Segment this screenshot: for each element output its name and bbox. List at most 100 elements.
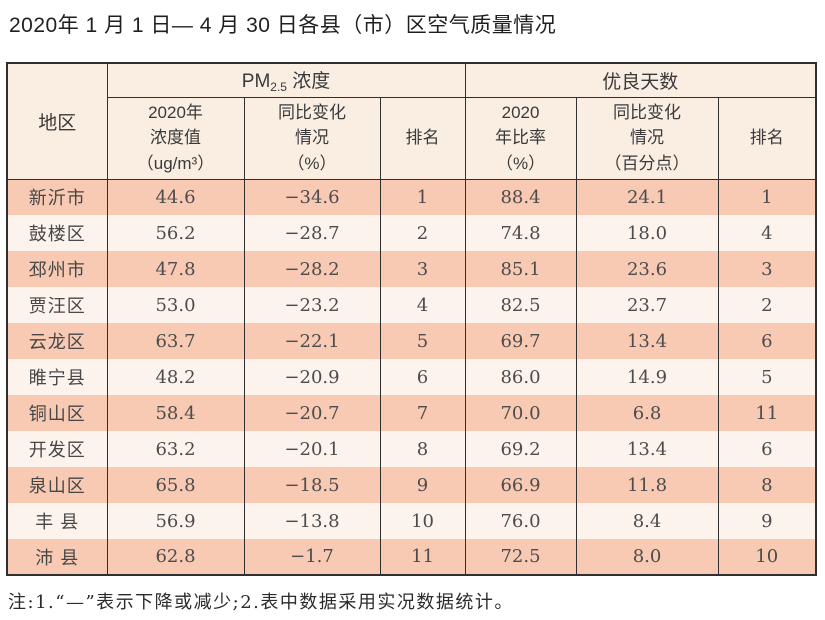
cell-good_rate: 74.8 [464, 215, 577, 251]
cell-good_rate: 86.0 [464, 359, 577, 395]
cell-good_rate: 69.2 [464, 431, 577, 467]
cell-good_rate: 69.7 [464, 323, 577, 359]
cell-good_change: 8.0 [575, 539, 719, 575]
cell-region: 邳州市 [6, 251, 108, 287]
cell-region: 丰 县 [6, 503, 108, 539]
table-row: 沛 县 62.8 −1.7 11 72.5 8.0 10 [6, 539, 817, 575]
cell-good_rank: 1 [717, 179, 817, 215]
cell-good_change: 13.4 [575, 431, 719, 467]
cell-pm25_change: −22.1 [243, 323, 381, 359]
cell-pm25_change: −23.2 [243, 287, 381, 323]
cell-pm25_change: −20.9 [243, 359, 381, 395]
cell-pm25_value: 58.4 [106, 395, 245, 431]
table-row: 睢宁县 48.2 −20.9 6 86.0 14.9 5 [6, 359, 817, 395]
cell-pm25_rank: 9 [379, 467, 466, 503]
cell-good_rank: 4 [717, 215, 817, 251]
table-body: 新沂市 44.6 −34.6 1 88.4 24.1 1 鼓楼区 56.2 −28.7 2 74.8 1… [6, 179, 817, 575]
cell-pm25_change: −28.2 [243, 251, 381, 287]
table-row: 贾汪区 53.0 −23.2 4 82.5 23.7 2 [6, 287, 817, 323]
cell-pm25_rank: 11 [379, 539, 466, 575]
cell-region: 沛 县 [6, 539, 108, 575]
cell-good_rank: 6 [717, 323, 817, 359]
cell-good_rank: 5 [717, 359, 817, 395]
cell-good_rate: 70.0 [464, 395, 577, 431]
air-quality-table: 地区 PM2.5 浓度 优良天数 2020年 浓度值 （ug/m³） 同比变化 … [6, 62, 818, 576]
cell-region: 云龙区 [6, 323, 108, 359]
cell-region: 鼓楼区 [6, 215, 108, 251]
cell-good_change: 6.8 [575, 395, 719, 431]
header-row-subcolumns: 2020年 浓度值 （ug/m³） 同比变化 情况 （%） 排名 2020 年比… [7, 96, 817, 180]
cell-pm25_rank: 4 [379, 287, 466, 323]
cell-pm25_value: 56.2 [106, 215, 245, 251]
cell-good_rate: 72.5 [464, 539, 577, 575]
cell-good_rank: 6 [717, 431, 817, 467]
header-pm25-value: 2020年 浓度值 （ug/m³） [106, 96, 245, 180]
cell-region: 新沂市 [6, 179, 108, 215]
cell-pm25_value: 44.6 [106, 179, 245, 215]
cell-good_change: 23.7 [575, 287, 719, 323]
page-title: 2020年 1 月 1 日— 4 月 30 日各县（市）区空气质量情况 [9, 14, 557, 37]
cell-region: 铜山区 [6, 395, 108, 431]
table-row: 铜山区 58.4 −20.7 7 70.0 6.8 11 [6, 395, 817, 431]
header-pm25-change: 同比变化 情况 （%） [243, 96, 381, 180]
cell-pm25_value: 62.8 [106, 539, 245, 575]
header-good-days-group: 优良天数 [464, 62, 817, 98]
cell-pm25_rank: 3 [379, 251, 466, 287]
header-pm25-rank: 排名 [379, 96, 466, 180]
footnote: 注:1.“—”表示下降或减少;2.表中数据采用实况数据统计。 [8, 592, 514, 613]
cell-good_rate: 76.0 [464, 503, 577, 539]
cell-pm25_value: 53.0 [106, 287, 245, 323]
pm25-subscript: 2.5 [270, 80, 287, 95]
header-row-groups: 地区 PM2.5 浓度 优良天数 [6, 62, 817, 180]
header-good-rank: 排名 [717, 96, 817, 180]
cell-pm25_rank: 6 [379, 359, 466, 395]
table-row: 丰 县 56.9 −13.8 10 76.0 8.4 9 [6, 503, 817, 539]
cell-good_rate: 82.5 [464, 287, 577, 323]
cell-good_rank: 11 [717, 395, 817, 431]
cell-region: 泉山区 [6, 467, 108, 503]
cell-pm25_value: 65.8 [106, 467, 245, 503]
pm25-label-prefix: PM [241, 71, 271, 93]
cell-region: 贾汪区 [6, 287, 108, 323]
cell-good_rank: 2 [717, 287, 817, 323]
table-row: 云龙区 63.7 −22.1 5 69.7 13.4 6 [6, 323, 817, 359]
cell-good_change: 18.0 [575, 215, 719, 251]
cell-good_change: 14.9 [575, 359, 719, 395]
cell-pm25_value: 56.9 [106, 503, 245, 539]
cell-good_change: 13.4 [575, 323, 719, 359]
cell-good_rate: 88.4 [464, 179, 577, 215]
cell-pm25_value: 47.8 [106, 251, 245, 287]
cell-pm25_rank: 1 [379, 179, 466, 215]
table-row: 泉山区 65.8 −18.5 9 66.9 11.8 8 [6, 467, 817, 503]
cell-good_rate: 85.1 [464, 251, 577, 287]
cell-pm25_value: 48.2 [106, 359, 245, 395]
cell-pm25_change: −1.7 [243, 539, 381, 575]
cell-region: 开发区 [6, 431, 108, 467]
cell-good_rate: 66.9 [464, 467, 577, 503]
cell-pm25_value: 63.2 [106, 431, 245, 467]
cell-pm25_rank: 5 [379, 323, 466, 359]
header-good-rate: 2020 年比率 （%） [464, 96, 577, 180]
header-good-change: 同比变化 情况 （百分点） [575, 96, 719, 180]
cell-good_rank: 8 [717, 467, 817, 503]
cell-pm25_change: −20.1 [243, 431, 381, 467]
cell-region: 睢宁县 [6, 359, 108, 395]
table-header: 地区 PM2.5 浓度 优良天数 2020年 浓度值 （ug/m³） 同比变化 … [6, 62, 817, 180]
table-row: 鼓楼区 56.2 −28.7 2 74.8 18.0 4 [6, 215, 817, 251]
table-row: 邳州市 47.8 −28.2 3 85.1 23.6 3 [6, 251, 817, 287]
cell-good_rank: 10 [717, 539, 817, 575]
cell-good_rank: 9 [717, 503, 817, 539]
cell-pm25_change: −28.7 [243, 215, 381, 251]
cell-pm25_change: −34.6 [243, 179, 381, 215]
cell-good_change: 11.8 [575, 467, 719, 503]
cell-good_change: 23.6 [575, 251, 719, 287]
cell-pm25_rank: 7 [379, 395, 466, 431]
cell-pm25_value: 63.7 [106, 323, 245, 359]
cell-pm25_rank: 10 [379, 503, 466, 539]
cell-pm25_change: −20.7 [243, 395, 381, 431]
cell-pm25_change: −13.8 [243, 503, 381, 539]
cell-pm25_change: −18.5 [243, 467, 381, 503]
cell-good_change: 24.1 [575, 179, 719, 215]
header-pm25-group: PM2.5 浓度 [106, 62, 466, 98]
cell-pm25_rank: 8 [379, 431, 466, 467]
